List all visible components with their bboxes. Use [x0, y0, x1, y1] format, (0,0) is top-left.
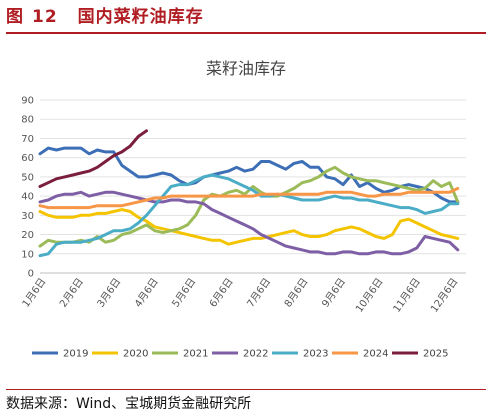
series-line-2022	[38, 190, 460, 256]
x-tick-label: 3月6日	[95, 276, 124, 310]
x-tick-label: 9月6日	[319, 276, 348, 310]
x-tick-label: 5月6日	[170, 276, 199, 310]
series-line-2020	[38, 208, 460, 246]
source-divider	[6, 389, 486, 390]
x-tick-label: 1月6日	[20, 276, 49, 310]
legend-label-2022: 2022	[243, 349, 268, 360]
legend-label-2023: 2023	[303, 349, 328, 360]
y-tick-label: 30	[21, 211, 34, 222]
y-tick-label: 0	[28, 269, 34, 280]
series-line-2019	[38, 146, 460, 204]
x-tick-label: 8月6日	[282, 276, 311, 310]
y-tick-label: 10	[21, 249, 34, 260]
legend-label-2024: 2024	[363, 349, 388, 360]
y-tick-label: 20	[21, 230, 34, 241]
y-tick-label: 50	[21, 172, 34, 183]
y-tick-label: 80	[21, 115, 34, 126]
series-line-2025	[38, 129, 148, 188]
series-line-2021	[38, 165, 460, 248]
y-tick-label: 40	[21, 192, 34, 203]
series-line-2024	[38, 186, 460, 210]
rapeseed-oil-inventory-chart: 菜籽油库存 0 10 20 30 40 50 60 70 80 90 1月6日 2月6日 3月6日 4月…	[20, 59, 466, 360]
figure-caption: 图 12 国内菜籽油库存	[6, 4, 486, 30]
x-axis-tick-labels: 1月6日 2月6日 3月6日 4月6日 5月6日 6月6日 7月6日 8月6日 9月6日 10月6…	[20, 276, 461, 315]
figure-number: 12	[32, 7, 58, 27]
series-lines	[38, 129, 460, 258]
x-tick-label: 11月6日	[391, 276, 423, 315]
y-axis-tick-labels: 0 10 20 30 40 50 60 70 80 90	[21, 96, 34, 280]
series-line-2023	[38, 173, 460, 258]
legend-label-2021: 2021	[183, 349, 208, 360]
x-tick-label: 2月6日	[57, 276, 86, 310]
x-tick-label: 6月6日	[207, 276, 236, 310]
x-tick-label: 4月6日	[132, 276, 161, 310]
legend-label-2020: 2020	[123, 349, 148, 360]
caption-divider	[6, 32, 486, 34]
y-tick-label: 70	[21, 134, 34, 145]
legend-label-2025: 2025	[423, 349, 448, 360]
legend: 2019 2020 2021 2022 2023 2024 2025	[32, 349, 448, 360]
figure-title: 国内菜籽油库存	[77, 7, 204, 27]
figure-label: 图	[6, 7, 24, 27]
source-note: 数据来源：Wind、宝城期货金融研究所	[6, 396, 252, 412]
chart-title: 菜籽油库存	[206, 59, 286, 78]
x-tick-label: 10月6日	[353, 276, 385, 315]
x-tick-label: 7月6日	[245, 276, 274, 310]
y-tick-label: 60	[21, 153, 34, 164]
y-tick-label: 90	[21, 96, 34, 107]
legend-label-2019: 2019	[63, 349, 88, 360]
x-tick-label: 12月6日	[428, 276, 460, 315]
